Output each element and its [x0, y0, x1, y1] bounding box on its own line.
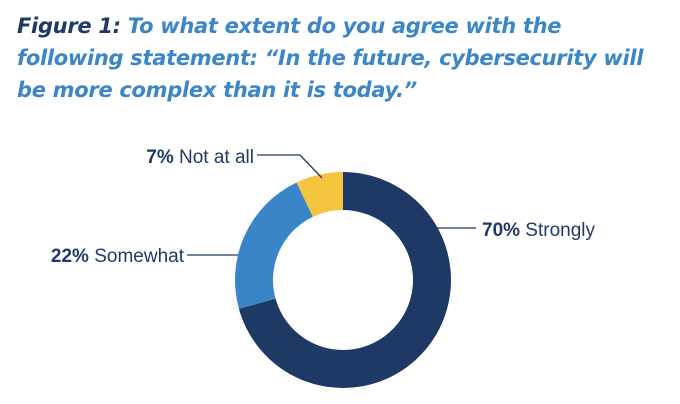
slice-not-at-all	[296, 172, 343, 217]
slice-category-label: Strongly	[520, 220, 595, 241]
figure-label: Figure 1:	[17, 14, 121, 38]
figure-question: To what extent do you agree with the fol…	[17, 14, 644, 102]
leader-line-not-at-all	[257, 154, 323, 179]
slice-value-label: 22%	[51, 246, 89, 267]
slice-label-not-at-all: 7% Not at all	[146, 147, 254, 168]
slice-label-strongly: 70% Strongly	[482, 220, 596, 241]
slice-somewhat	[234, 182, 313, 309]
slice-value-label: 7%	[146, 147, 174, 168]
figure-title: Figure 1: To what extent do you agree wi…	[17, 10, 667, 106]
slice-label-somewhat: 22% Somewhat	[51, 246, 185, 267]
slice-value-label: 70%	[482, 220, 520, 241]
slice-category-label: Somewhat	[89, 246, 185, 267]
slice-strongly	[238, 172, 452, 388]
slice-category-label: Not at all	[174, 147, 254, 168]
